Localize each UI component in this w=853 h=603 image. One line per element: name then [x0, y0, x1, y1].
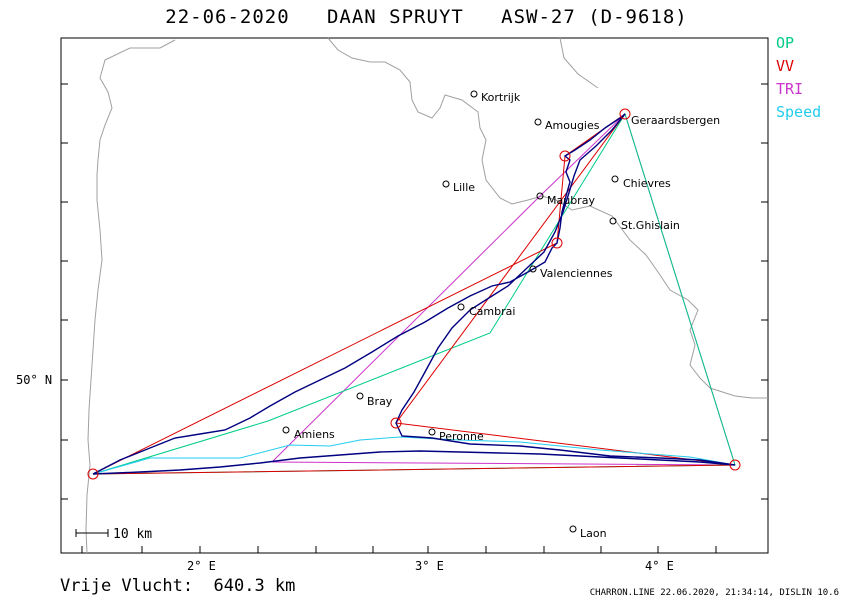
- city-valenciennes: Valenciennes: [540, 267, 613, 280]
- route-op: [92, 112, 736, 475]
- city-st-ghislain: St.Ghislain: [621, 219, 680, 232]
- x-tick-4e: 4° E: [645, 559, 674, 573]
- footer-text: CHARRON.LINE 22.06.2020, 21:34:14, DISLI…: [589, 588, 839, 598]
- flight-track: [92, 113, 736, 475]
- scale-label: 10 km: [113, 527, 152, 542]
- city-bray: Bray: [367, 395, 393, 408]
- city-laon: Laon: [580, 527, 607, 540]
- border-france-belgium: [327, 37, 768, 399]
- city-geraardsbergen: Geraardsbergen: [631, 114, 720, 127]
- route-vv: [92, 113, 736, 475]
- coastline: [85, 39, 176, 554]
- city-maubray: Maubray: [547, 194, 595, 207]
- legend-op: OP: [776, 34, 795, 52]
- city-amougies: Amougies: [545, 119, 600, 132]
- turnpoints: [87, 108, 741, 480]
- city-amiens: Amiens: [294, 428, 335, 441]
- border-river: [559, 37, 599, 89]
- city-markers: [282, 90, 619, 533]
- map-frame: [60, 37, 769, 554]
- borders: [85, 37, 768, 554]
- y-tick-50n: 50° N: [16, 373, 52, 387]
- x-tick-3e: 3° E: [415, 559, 444, 573]
- city-chievres: Chievres: [623, 177, 671, 190]
- distance-text: Vrije Vlucht: 640.3 km: [60, 576, 296, 596]
- x-tick-2e: 2° E: [187, 559, 216, 573]
- legend-tri: TRI: [776, 80, 804, 98]
- map-title: 22-06-2020 DAAN SPRUYT ASW-27 (D-9618): [165, 6, 688, 28]
- route-speed: [92, 436, 736, 475]
- legend-vv: VV: [776, 57, 795, 75]
- city-kortrijk: Kortrijk: [481, 91, 521, 104]
- city-cambrai: Cambrai: [469, 305, 515, 318]
- city-lille: Lille: [453, 181, 475, 194]
- axis-ticks: [61, 83, 768, 553]
- legend-speed: Speed: [776, 103, 822, 121]
- scale-bar: [75, 529, 109, 537]
- city-peronne: Peronne: [439, 430, 484, 443]
